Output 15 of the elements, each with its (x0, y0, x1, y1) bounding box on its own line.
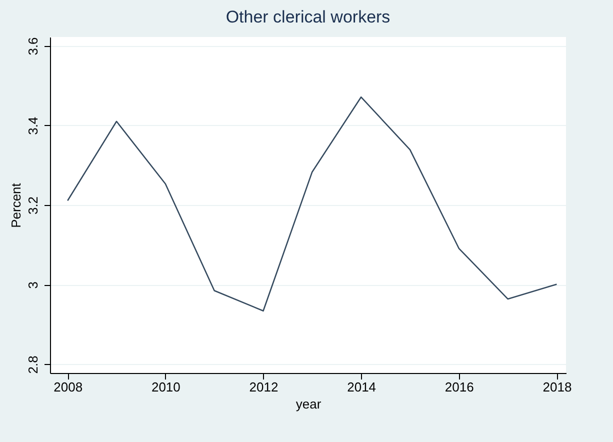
line-series (66, 96, 558, 312)
x-tick-label: 2014 (347, 380, 376, 394)
chart-title: Other clerical workers (226, 8, 390, 27)
x-tick-label: 2010 (151, 380, 180, 394)
x-tick-label: 2008 (54, 380, 83, 394)
y-tick-label: 3.2 (26, 196, 40, 215)
x-axis-title: year (296, 396, 322, 412)
y-tick-label: 3.6 (26, 37, 40, 56)
x-tick-label: 2012 (249, 380, 278, 394)
y-tick-label: 3 (26, 282, 40, 289)
x-tick-label: 2018 (542, 380, 572, 394)
x-tick-label: 2016 (444, 380, 474, 394)
y-tick-label: 2.8 (26, 356, 40, 374)
y-tick-label: 3.4 (26, 116, 40, 135)
y-axis-title: Percent (8, 182, 24, 228)
